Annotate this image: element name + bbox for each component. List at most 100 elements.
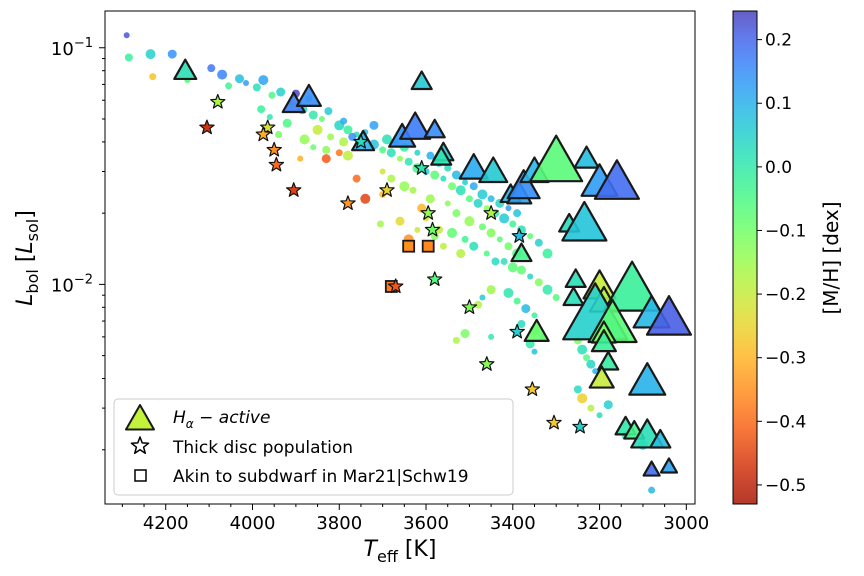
data-point — [299, 134, 310, 145]
thick-disc-marker — [268, 156, 285, 172]
data-point — [444, 164, 452, 172]
thick-disc-marker — [424, 221, 441, 237]
legend-triangle-marker — [125, 404, 155, 431]
data-point — [339, 137, 349, 147]
data-point — [447, 227, 458, 238]
thick-disc-marker — [286, 182, 302, 197]
colorbar-tick-label: −0.5 — [765, 476, 806, 496]
data-point — [513, 297, 521, 305]
data-point — [488, 333, 495, 340]
data-point — [477, 189, 488, 200]
data-point — [451, 170, 461, 180]
halpha-active-marker — [523, 318, 550, 342]
data-point — [404, 157, 413, 166]
halpha-active-marker — [458, 153, 489, 180]
data-point — [474, 300, 483, 309]
thick-disc-marker — [572, 418, 588, 434]
data-point — [586, 359, 596, 369]
data-point — [397, 155, 403, 162]
data-point — [486, 285, 496, 295]
thick-disc-marker — [387, 278, 404, 294]
thick-disc-marker — [546, 414, 562, 430]
data-point — [145, 49, 156, 60]
x-tick-label: 3200 — [577, 513, 623, 534]
thick-disc-marker — [479, 356, 495, 371]
halpha-active-marker — [295, 83, 322, 107]
data-point — [452, 209, 461, 218]
halpha-active-marker — [628, 362, 667, 396]
halpha-active-marker — [562, 286, 585, 307]
data-point — [207, 64, 216, 73]
halpha-active-marker — [399, 111, 432, 140]
data-point — [513, 209, 522, 218]
legend: Hα − active Thick disc population Akin t… — [113, 398, 514, 496]
data-point — [395, 216, 405, 226]
thick-disc-marker — [511, 228, 528, 243]
legend-label-subdwarf: Akin to subdwarf in Mar21|Schw19 — [173, 467, 469, 487]
data-point — [464, 216, 475, 227]
data-point — [552, 294, 560, 302]
data-point — [409, 186, 417, 194]
data-point — [282, 118, 292, 128]
thick-disc-marker — [420, 205, 436, 220]
data-point — [167, 49, 177, 59]
data-point — [573, 385, 582, 394]
data-point — [310, 144, 317, 151]
data-point — [516, 265, 526, 275]
data-point — [387, 174, 396, 183]
thick-disc-marker — [340, 195, 356, 210]
data-point — [308, 110, 318, 120]
thick-disc-marker — [509, 323, 525, 339]
data-point — [499, 213, 510, 224]
data-point — [414, 149, 421, 156]
data-point — [483, 205, 490, 212]
thick-disc-marker — [255, 126, 272, 142]
legend-frame — [113, 398, 514, 496]
thick-disc-marker — [524, 381, 541, 396]
data-point — [503, 287, 514, 298]
data-point — [369, 120, 379, 130]
data-point — [324, 107, 333, 116]
data-point — [517, 320, 526, 329]
data-point — [399, 181, 410, 192]
data-point — [469, 182, 478, 191]
y-tick-label: 10−2 — [51, 272, 93, 296]
data-point — [496, 236, 503, 243]
data-point — [542, 284, 553, 295]
data-point — [217, 69, 228, 80]
halpha-active-marker — [588, 365, 615, 389]
colorbar-tick-label: −0.2 — [765, 285, 806, 305]
data-point — [242, 79, 249, 86]
y-axis: 10−1 10−2 — [51, 36, 105, 451]
data-point — [430, 170, 440, 180]
x-tick-label: 3800 — [316, 513, 362, 534]
halpha-active-marker — [659, 457, 679, 474]
thick-disc-marker — [483, 205, 499, 220]
data-point — [534, 238, 543, 247]
x-axis: 4200 4000 3800 3600 3400 3200 3000 — [121, 504, 709, 534]
data-point — [381, 134, 392, 145]
data-point — [335, 149, 343, 157]
data-point — [376, 220, 384, 228]
x-tick-label: 4200 — [143, 513, 189, 534]
data-point — [473, 198, 483, 208]
data-point — [509, 220, 517, 228]
data-point — [444, 200, 451, 207]
data-point — [439, 242, 447, 250]
data-point — [460, 329, 470, 339]
data-point — [234, 74, 244, 84]
x-tick-label: 3400 — [490, 513, 536, 534]
data-point — [379, 168, 386, 175]
data-point — [258, 75, 269, 86]
halpha-active-marker — [593, 159, 641, 200]
colorbar-tick-label: 0.2 — [765, 31, 792, 51]
data-point — [266, 113, 273, 120]
data-point — [462, 179, 469, 186]
data-point — [504, 242, 513, 251]
data-point — [603, 400, 613, 410]
data-point — [483, 250, 490, 257]
data-point — [276, 87, 286, 97]
y-tick-label: 10−1 — [51, 36, 93, 60]
thick-disc-marker — [379, 182, 395, 197]
